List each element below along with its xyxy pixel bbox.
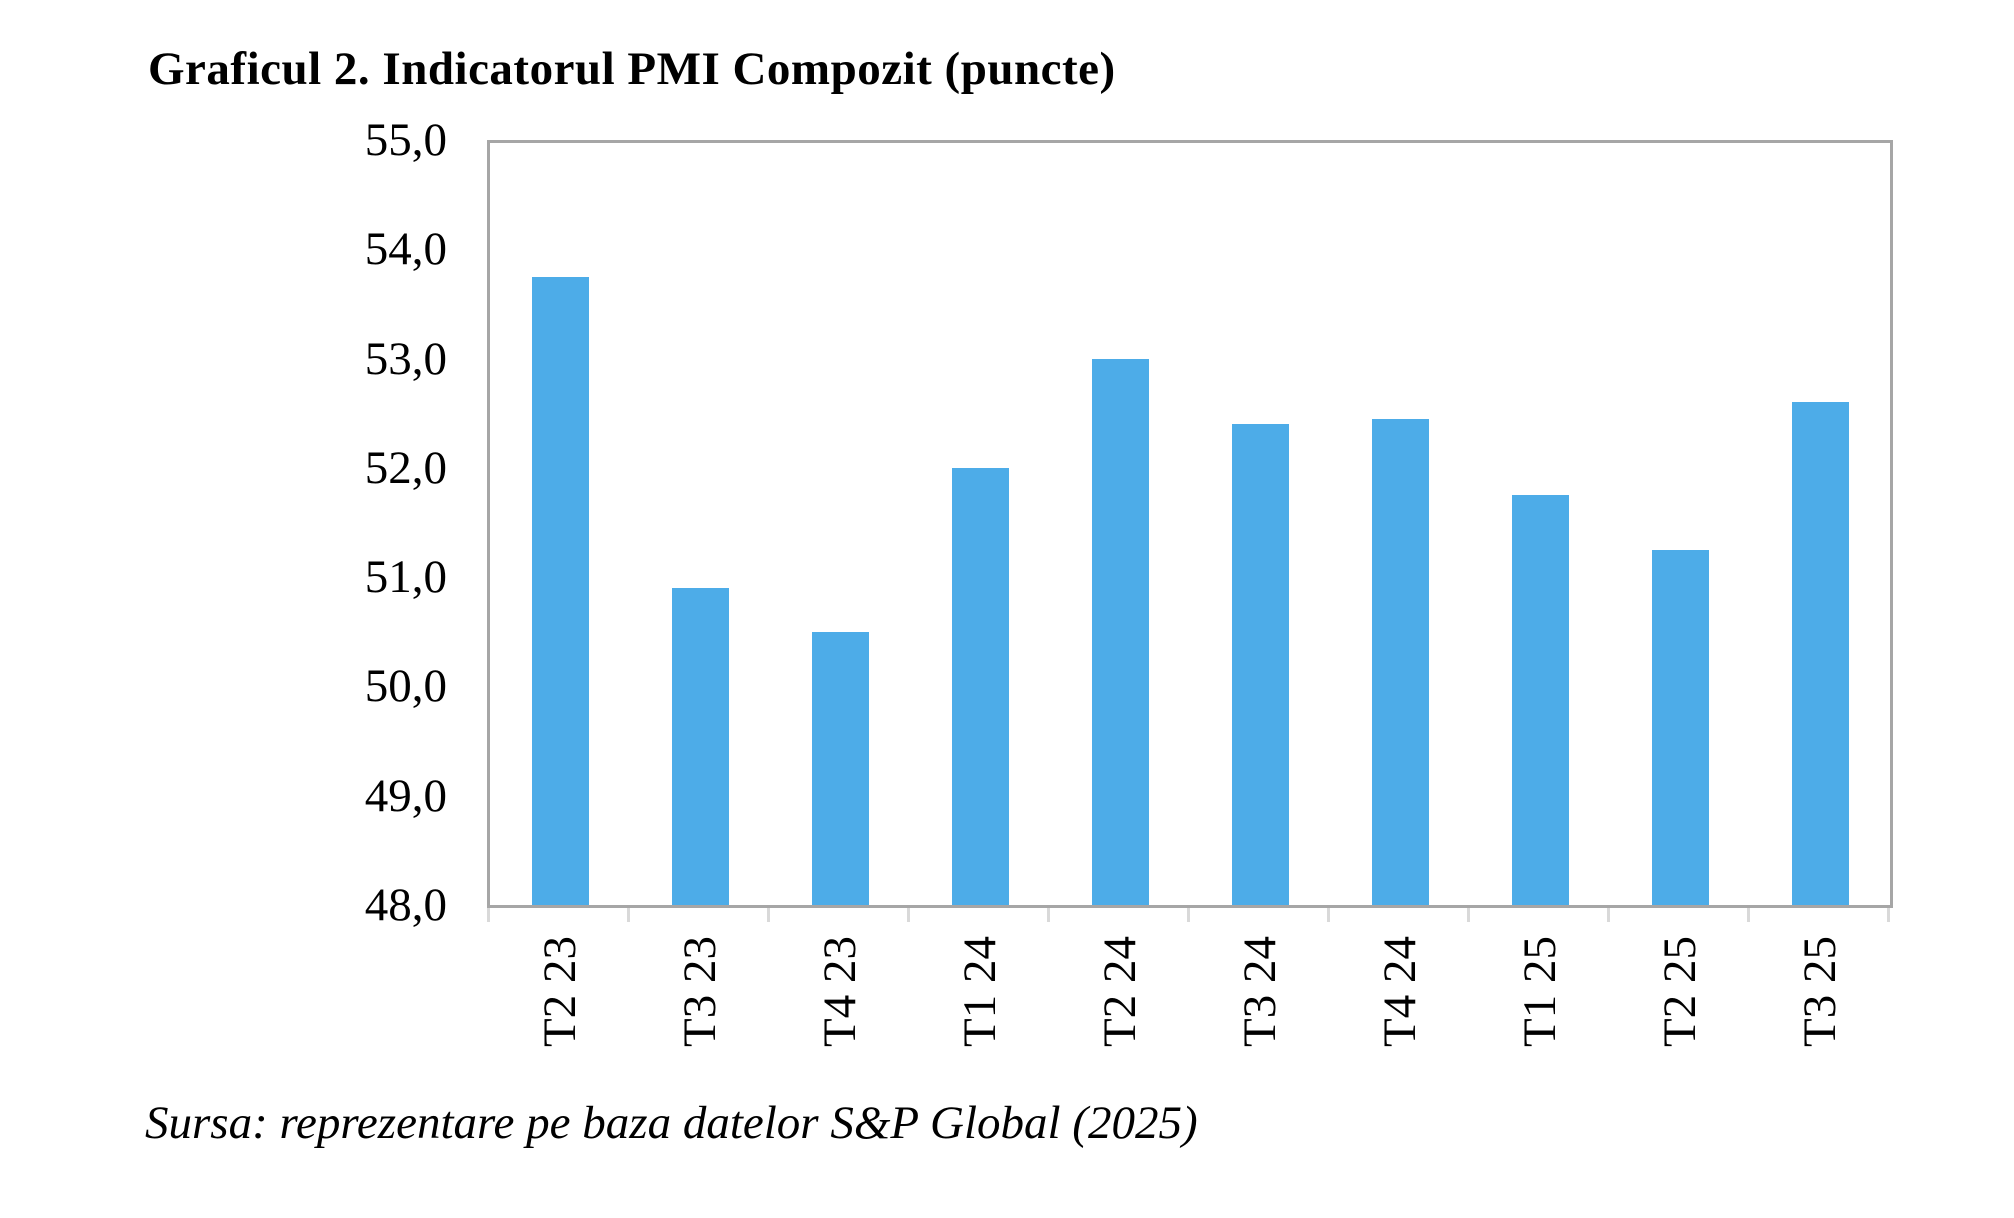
y-axis-label: 48,0 — [364, 879, 447, 931]
plot-border-right — [1890, 140, 1893, 908]
x-axis-line — [487, 905, 1893, 908]
x-axis-tick — [487, 908, 490, 922]
x-axis-label: T3 24 — [1234, 936, 1286, 1047]
x-axis-label: T1 25 — [1514, 936, 1566, 1047]
x-axis-tick — [627, 908, 630, 922]
x-axis-tick — [767, 908, 770, 922]
bar-t4-24 — [1371, 418, 1429, 905]
x-axis-label: T1 24 — [954, 936, 1006, 1047]
bar-t3-24 — [1231, 424, 1289, 905]
y-axis-label: 50,0 — [364, 660, 447, 713]
plot-border-top — [487, 140, 1893, 143]
y-axis-label: 53,0 — [364, 332, 447, 385]
y-axis-label: 52,0 — [364, 441, 447, 494]
bar-t4-23 — [811, 631, 869, 905]
source-note: Sursa: reprezentare pe baza datelor S&P … — [145, 1097, 1198, 1149]
bar-t1-25 — [1511, 495, 1569, 905]
x-axis-label: T3 23 — [674, 936, 726, 1047]
x-axis-label: T2 23 — [534, 936, 586, 1047]
x-axis-label: T4 23 — [814, 936, 866, 1047]
x-axis-tick — [1047, 908, 1050, 922]
x-axis-label: T2 24 — [1094, 936, 1146, 1047]
x-axis-tick — [1747, 908, 1750, 922]
x-axis-tick — [1467, 908, 1470, 922]
x-axis-tick — [1887, 908, 1890, 922]
x-axis-tick — [1187, 908, 1190, 922]
bar-t1-24 — [951, 467, 1009, 905]
bars-layer — [490, 140, 1890, 905]
y-axis-label: 49,0 — [364, 769, 447, 822]
bar-t3-25 — [1791, 402, 1849, 905]
x-axis-tick — [907, 908, 910, 922]
bar-t2-24 — [1091, 358, 1149, 905]
x-axis-tick — [1607, 908, 1610, 922]
x-axis-label: T3 25 — [1794, 936, 1846, 1047]
y-axis-label: 54,0 — [364, 223, 447, 276]
y-axis-label: 55,0 — [364, 114, 447, 166]
bar-t3-23 — [671, 588, 729, 905]
x-axis-label: T2 25 — [1654, 936, 1706, 1047]
bar-t2-23 — [531, 276, 589, 905]
x-axis-label: T4 24 — [1374, 936, 1426, 1047]
y-axis-line — [487, 140, 490, 908]
bar-t2-25 — [1651, 549, 1709, 905]
chart-title: Graficul 2. Indicatorul PMI Compozit (pu… — [148, 43, 1116, 95]
y-axis-label: 51,0 — [364, 551, 447, 604]
x-axis-tick — [1327, 908, 1330, 922]
